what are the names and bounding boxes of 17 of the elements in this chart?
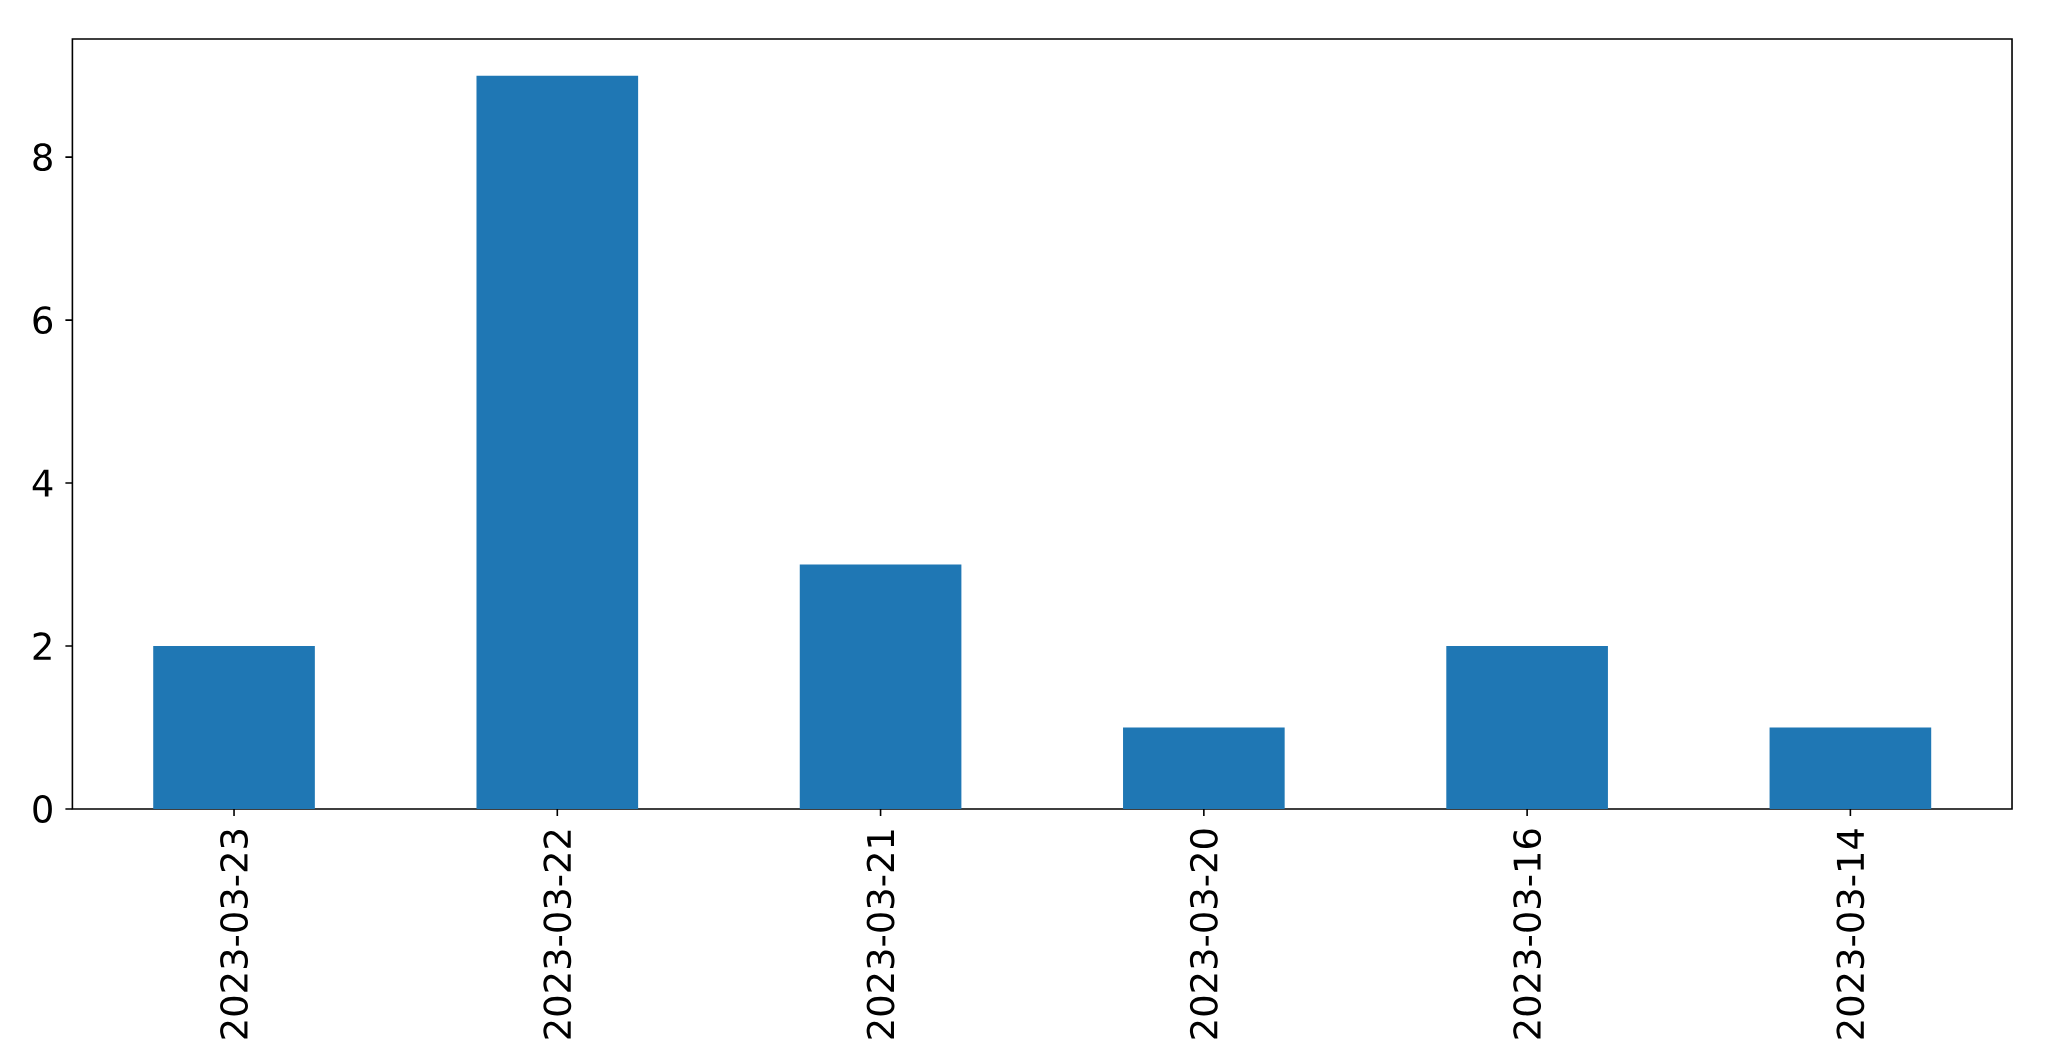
x-tick-label: 2023-03-22 [543,830,572,1039]
x-tick-label: 2023-03-21 [866,830,895,1039]
y-tick-label: 0 [33,795,52,823]
x-tick-label: 2023-03-20 [1189,829,1218,1039]
bar [799,564,962,809]
bar [476,75,639,809]
y-tick-label: 4 [32,469,53,497]
x-tick-label: 2023-03-14 [1836,829,1865,1039]
y-tick-label: 6 [33,306,53,335]
bar [153,646,315,809]
bar [1769,727,1932,809]
y-tick-label: 8 [33,143,52,172]
bar [1123,727,1285,809]
x-tick-label: 2023-03-23 [220,830,248,1039]
y-tick-label: 2 [33,632,51,660]
x-tick-label: 2023-03-16 [1513,829,1542,1039]
bar [1446,646,1608,809]
